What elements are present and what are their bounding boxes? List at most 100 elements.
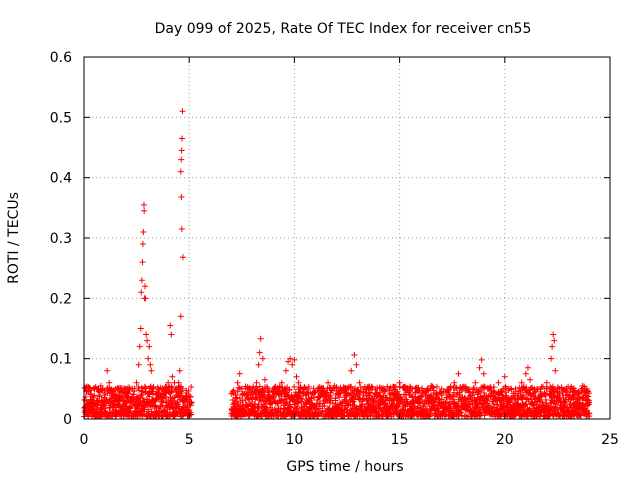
data-point (382, 394, 389, 401)
data-point (433, 383, 440, 390)
data-point (136, 343, 143, 350)
data-point (580, 401, 587, 408)
data-point (586, 410, 593, 417)
data-point (145, 406, 152, 413)
y-tick-label: 0 (63, 412, 72, 428)
data-point (139, 395, 146, 402)
data-point (177, 168, 184, 175)
data-point (179, 135, 186, 142)
data-point (81, 396, 88, 403)
data-point (299, 388, 306, 395)
data-point (186, 406, 193, 413)
data-point (230, 403, 237, 410)
data-point (291, 383, 298, 390)
data-point (575, 388, 582, 395)
data-point (381, 388, 388, 395)
data-point (125, 390, 132, 397)
data-point (116, 397, 123, 404)
data-point (470, 389, 477, 396)
data-point (291, 356, 298, 363)
data-point (245, 394, 252, 401)
data-point (578, 412, 585, 419)
data-point (481, 383, 488, 390)
data-point (379, 394, 386, 401)
x-axis-ticks: 0 5 10 15 20 25 (80, 57, 619, 448)
x-tick-label: 25 (601, 432, 619, 448)
data-point (480, 370, 487, 377)
data-point (440, 404, 447, 411)
data-point (169, 373, 176, 380)
data-point (478, 356, 485, 363)
data-point (255, 361, 262, 368)
data-point (146, 343, 153, 350)
x-tick-label: 15 (391, 432, 409, 448)
data-point (430, 387, 437, 394)
data-point (312, 388, 319, 395)
data-point (585, 390, 592, 397)
data-point (274, 388, 281, 395)
data-point (257, 335, 264, 342)
data-point (522, 370, 529, 377)
data-point (335, 391, 342, 398)
data-point (562, 391, 569, 398)
data-point (104, 367, 111, 374)
data-point (549, 343, 556, 350)
data-point (187, 393, 194, 400)
data-point (548, 355, 555, 362)
data-point (327, 399, 334, 406)
data-point (247, 410, 254, 417)
data-point (415, 394, 422, 401)
data-point (409, 385, 416, 392)
data-point (141, 207, 148, 214)
data-point (148, 367, 155, 374)
data-point (495, 379, 502, 386)
data-point (144, 337, 151, 344)
data-point (373, 391, 380, 398)
data-point (422, 405, 429, 412)
data-point (488, 385, 495, 392)
data-point (472, 379, 479, 386)
data-point (434, 391, 441, 398)
x-axis-label: GPS time / hours (286, 459, 403, 475)
data-point (158, 397, 165, 404)
data-point (135, 383, 142, 390)
data-point (523, 384, 530, 391)
data-point (392, 391, 399, 398)
data-point (293, 373, 300, 380)
data-point (177, 313, 184, 320)
data-point (524, 364, 531, 371)
data-point (549, 383, 556, 390)
data-point (184, 403, 191, 410)
data-point (325, 379, 332, 386)
data-point (97, 382, 104, 389)
data-point (331, 382, 338, 389)
data-point (287, 355, 294, 362)
data-point (390, 405, 397, 412)
y-tick-label: 0.6 (50, 50, 72, 66)
data-point (270, 385, 277, 392)
data-point (181, 397, 188, 404)
data-point (499, 388, 506, 395)
data-point (321, 403, 328, 410)
data-point (475, 389, 482, 396)
data-point (137, 325, 144, 332)
data-point (270, 395, 277, 402)
data-point (314, 413, 321, 420)
y-tick-label: 0.3 (50, 231, 72, 247)
data-point (360, 389, 367, 396)
data-point (260, 394, 267, 401)
data-point (140, 228, 147, 235)
data-point (173, 391, 180, 398)
data-point (230, 387, 237, 394)
data-point (341, 385, 348, 392)
data-point (585, 393, 592, 400)
data-point (178, 392, 185, 399)
data-point (150, 385, 157, 392)
data-point (232, 391, 239, 398)
data-point (234, 379, 241, 386)
data-point (178, 193, 185, 200)
data-point (396, 401, 403, 408)
data-point (165, 379, 172, 386)
data-point (579, 382, 586, 389)
data-point (96, 392, 103, 399)
